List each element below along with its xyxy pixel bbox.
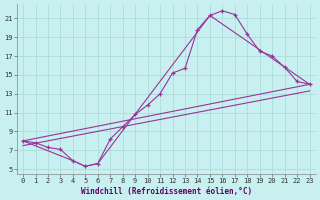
X-axis label: Windchill (Refroidissement éolien,°C): Windchill (Refroidissement éolien,°C) bbox=[81, 187, 252, 196]
